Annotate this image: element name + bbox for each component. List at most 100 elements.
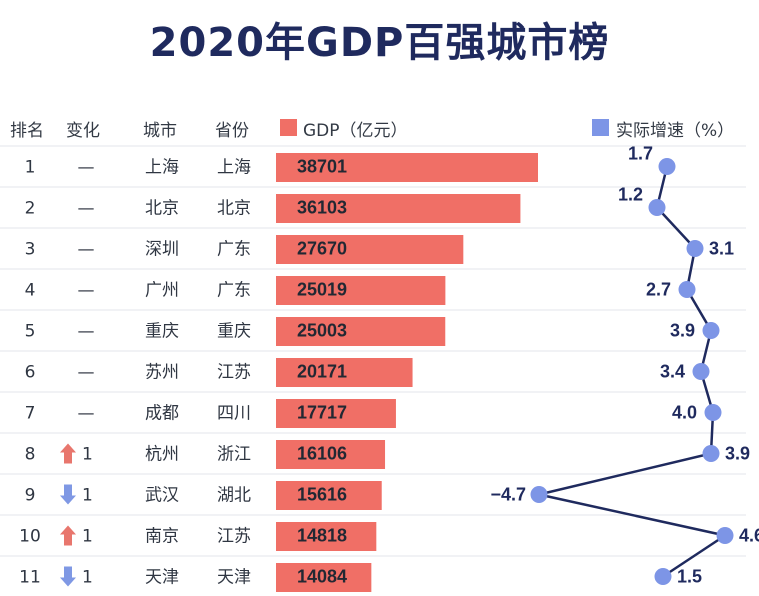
gdp-bar — [276, 235, 464, 264]
city-name: 深圳 — [145, 240, 179, 260]
growth-value-label: 4.0 — [672, 403, 697, 423]
growth-dot — [654, 568, 672, 585]
page-title: 2020年GDP百强城市榜 — [149, 20, 610, 66]
growth-value-label: 1.7 — [628, 144, 653, 164]
gdp-bar — [276, 194, 521, 223]
growth-value-label: −4.7 — [490, 485, 526, 505]
change-dash: — — [78, 322, 95, 342]
header-province: 省份 — [215, 121, 249, 141]
change-value: 1 — [82, 445, 93, 465]
arrow-up-icon — [60, 525, 76, 546]
growth-legend-swatch — [592, 119, 609, 136]
gdp-bar — [276, 317, 446, 346]
gdp-value-label: 16106 — [297, 444, 347, 464]
gdp-value-label: 14818 — [297, 526, 347, 546]
gdp-value-label: 20171 — [297, 362, 347, 382]
city-name: 重庆 — [145, 322, 179, 342]
growth-value-label: 3.1 — [709, 239, 734, 259]
growth-dot — [692, 363, 710, 380]
change-dash: — — [78, 404, 95, 424]
gdp-value-label: 25019 — [297, 280, 347, 300]
rank-number: 2 — [25, 199, 36, 219]
gdp-value-label: 17717 — [297, 403, 347, 423]
city-name: 广州 — [145, 281, 179, 301]
growth-dot — [704, 404, 722, 421]
province-name: 广东 — [217, 281, 251, 301]
header-growth: 实际增速（%） — [616, 121, 735, 141]
city-name: 天津 — [145, 568, 179, 588]
change-value: 1 — [82, 527, 93, 547]
rank-number: 3 — [25, 240, 36, 260]
gdp-value-label: 15616 — [297, 485, 347, 505]
gdp-bar — [276, 440, 386, 469]
growth-dot — [530, 486, 548, 503]
city-name: 北京 — [145, 199, 179, 219]
rank-number: 1 — [25, 158, 36, 178]
province-name: 重庆 — [217, 322, 251, 342]
arrow-down-icon — [60, 566, 76, 587]
city-name: 武汉 — [145, 486, 179, 506]
gdp-bar — [276, 276, 446, 305]
rank-number: 5 — [25, 322, 36, 342]
header-gdp: GDP（亿元） — [303, 121, 408, 141]
province-name: 上海 — [217, 158, 251, 178]
province-name: 湖北 — [217, 486, 251, 506]
arrow-down-icon — [60, 484, 76, 505]
rank-number: 10 — [19, 527, 41, 547]
gdp-bar — [276, 481, 382, 510]
province-name: 浙江 — [217, 445, 251, 465]
province-name: 江苏 — [217, 363, 251, 383]
city-name: 南京 — [145, 527, 179, 547]
growth-value-label: 3.9 — [725, 444, 750, 464]
change-dash: — — [78, 199, 95, 219]
change-value: 1 — [82, 568, 93, 588]
city-name: 杭州 — [145, 445, 179, 465]
growth-dot — [678, 281, 696, 298]
rank-number: 7 — [25, 404, 36, 424]
gdp-value-label: 27670 — [297, 239, 347, 259]
growth-value-label: 1.5 — [677, 567, 702, 587]
change-dash: — — [78, 240, 95, 260]
city-name: 上海 — [145, 158, 179, 178]
change-dash: — — [78, 158, 95, 178]
gdp-bar — [276, 399, 396, 428]
growth-value-label: 3.4 — [660, 362, 685, 382]
growth-dot — [658, 158, 676, 175]
change-value: 1 — [82, 486, 93, 506]
gdp-value-label: 38701 — [297, 157, 347, 177]
province-name: 江苏 — [217, 527, 251, 547]
city-name: 苏州 — [145, 363, 179, 383]
header-change: 变化 — [66, 121, 100, 141]
change-dash: — — [78, 281, 95, 301]
growth-dot — [702, 445, 720, 462]
growth-value-label: 3.9 — [670, 321, 695, 341]
rank-number: 11 — [19, 568, 41, 588]
gdp-value-label: 25003 — [297, 321, 347, 341]
gdp-value-label: 36103 — [297, 198, 347, 218]
rank-number: 4 — [25, 281, 36, 301]
city-name: 成都 — [145, 404, 179, 424]
province-name: 天津 — [217, 568, 251, 588]
growth-dot — [686, 240, 704, 257]
header-city: 城市 — [143, 121, 177, 141]
arrow-up-icon — [60, 443, 76, 464]
gdp-legend-swatch — [280, 119, 297, 136]
rank-number: 9 — [25, 486, 36, 506]
gdp-value-label: 14084 — [297, 567, 347, 587]
change-dash: — — [78, 363, 95, 383]
gdp-bar — [276, 563, 372, 592]
province-name: 四川 — [217, 404, 251, 424]
growth-dot — [702, 322, 720, 339]
growth-value-label: 1.2 — [618, 185, 643, 205]
rank-number: 6 — [25, 363, 36, 383]
gdp-bar — [276, 358, 413, 387]
growth-value-label: 4.6 — [739, 526, 759, 546]
growth-value-label: 2.7 — [646, 280, 671, 300]
province-name: 北京 — [217, 199, 251, 219]
province-name: 广东 — [217, 240, 251, 260]
gdp-bar — [276, 522, 377, 551]
header-rank: 排名 — [10, 121, 44, 141]
rank-number: 8 — [25, 445, 36, 465]
gdp-bar — [276, 153, 538, 182]
